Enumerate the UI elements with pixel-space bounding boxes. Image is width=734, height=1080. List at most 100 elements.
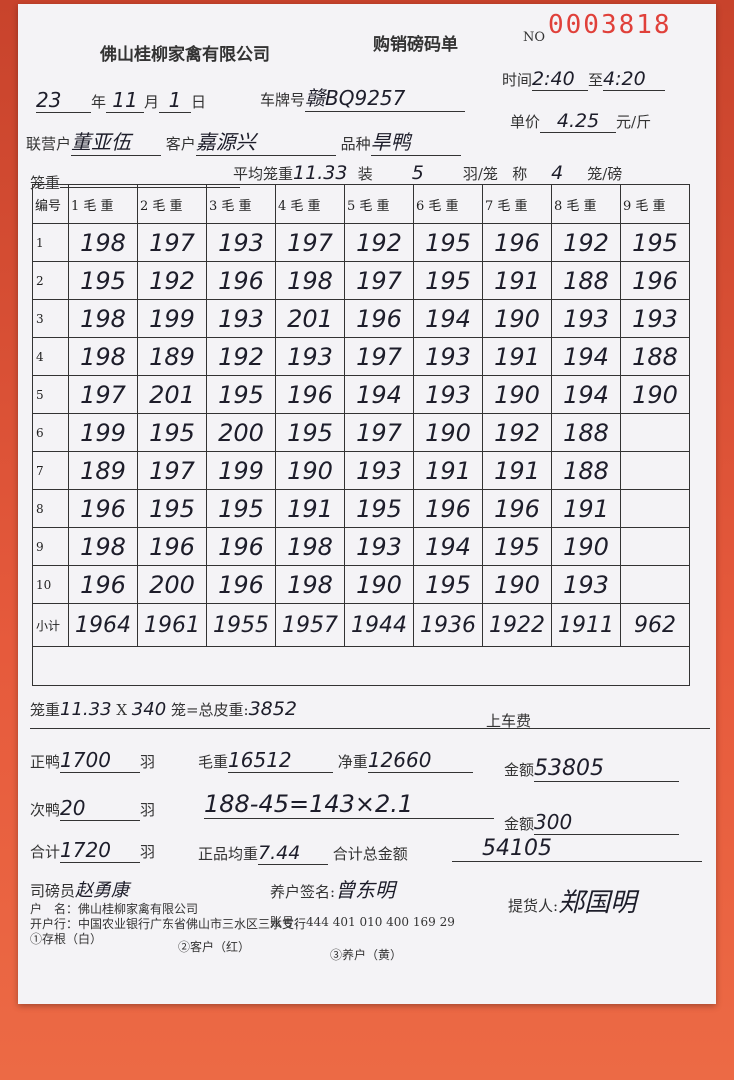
weigher-signature: 赵勇康 — [75, 880, 130, 901]
weight-cell: 197 — [275, 223, 345, 262]
column-header: 9 毛 重 — [620, 184, 690, 224]
weight-cell: 193 — [551, 565, 621, 604]
weight-cell: 199 — [68, 413, 138, 452]
partner-label: 联营户 — [26, 135, 72, 153]
weight-cell: 197 — [68, 375, 138, 414]
weight-cell: 195 — [344, 489, 414, 528]
unit-label: 羽 — [140, 753, 156, 771]
customer-label: 客户 — [165, 135, 196, 153]
second-duck-calc: 188-45=143×2.1 — [204, 790, 494, 819]
weigher-label: 司磅员 — [30, 882, 76, 900]
day-label: 日 — [191, 93, 207, 111]
weight-cell: 195 — [413, 565, 483, 604]
weight-cell: 196 — [482, 489, 552, 528]
empty-row — [32, 646, 690, 686]
cage-total-label: 笼=总皮重: — [170, 701, 249, 719]
row-number: 8 — [32, 489, 69, 528]
total-value: 1720 — [60, 838, 141, 863]
weight-cell: 189 — [68, 451, 138, 490]
table-row: 5 197 201 195 196 194 193 190 194 190 — [32, 375, 690, 414]
time-label: 时间 — [502, 71, 533, 89]
table-row: 6 199 195 200 195 197 190 192 188 — [32, 413, 690, 452]
column-header: 3 毛 重 — [206, 184, 276, 224]
weight-cell — [620, 451, 690, 490]
weight-cell: 193 — [620, 299, 690, 338]
table-row: 7 189 197 199 190 193 191 191 188 — [32, 451, 690, 490]
copy-customer: ②客户（红） — [178, 940, 251, 954]
amount-value: 53805 — [534, 756, 680, 782]
month-label: 月 — [144, 93, 160, 111]
weight-cell: 192 — [482, 413, 552, 452]
year-label: 年 — [91, 93, 107, 111]
weight-cell: 192 — [344, 223, 414, 262]
load-unit: 羽/笼 — [462, 165, 498, 183]
subtotal-cell: 1944 — [344, 603, 414, 647]
serial-number: 0003818 — [548, 10, 672, 40]
row-number: 6 — [32, 413, 69, 452]
pickup-signature: 郑国明 — [558, 888, 637, 918]
weight-cell — [620, 527, 690, 566]
main-duck-value: 1700 — [60, 748, 141, 773]
column-header: 6 毛 重 — [413, 184, 483, 224]
customer-value: 嘉源兴 — [195, 126, 336, 156]
amount2-label: 金额 — [504, 815, 535, 833]
weight-cell: 189 — [137, 337, 207, 376]
weight-cell: 194 — [551, 337, 621, 376]
weight-cell: 200 — [206, 413, 276, 452]
row-number: 9 — [32, 527, 69, 566]
bank-name: 开户行：中国农业银行广东省佛山市三水区三水支行 — [30, 917, 307, 931]
row-number: 2 — [32, 261, 69, 300]
weight-cell: 201 — [275, 299, 345, 338]
account-number: 账号：444 401 010 400 169 29 — [270, 915, 455, 929]
times-sign: X — [116, 701, 128, 719]
weight-cell: 199 — [206, 451, 276, 490]
weight-cell: 191 — [482, 337, 552, 376]
weight-cell: 201 — [137, 375, 207, 414]
company-name: 佛山桂柳家禽有限公司 — [100, 45, 270, 65]
weight-cell: 196 — [206, 527, 276, 566]
total-amount-value: 54105 — [452, 836, 702, 862]
weight-cell: 196 — [275, 375, 345, 414]
column-header: 2 毛 重 — [137, 184, 207, 224]
price-label: 单价 — [510, 113, 541, 131]
variety-value: 旱鸭 — [370, 126, 461, 156]
variety-label: 品种 — [340, 135, 371, 153]
column-header-number: 编号 — [32, 184, 69, 224]
weight-cell — [620, 489, 690, 528]
weight-cell: 193 — [206, 299, 276, 338]
weight-cell: 194 — [413, 527, 483, 566]
cage-calc-value: 11.33 — [60, 699, 112, 720]
weight-cell: 188 — [620, 337, 690, 376]
total-label: 合计 — [30, 843, 61, 861]
weight-cell: 196 — [482, 223, 552, 262]
avg-cage-value: 11.33 — [293, 162, 354, 185]
subtotal-cell: 962 — [620, 603, 690, 647]
table-row: 2 195 192 196 198 197 195 191 188 196 — [32, 261, 690, 300]
weight-cell: 198 — [275, 565, 345, 604]
second-duck-value: 20 — [60, 796, 141, 821]
weight-cell: 193 — [206, 223, 276, 262]
unit-label: 羽 — [140, 801, 156, 819]
weight-cell: 196 — [344, 299, 414, 338]
weight-cell: 196 — [137, 527, 207, 566]
subtotal-cell: 1922 — [482, 603, 552, 647]
amount-label: 金额 — [504, 761, 535, 779]
weight-cell: 196 — [206, 261, 276, 300]
subtotal-cell: 1936 — [413, 603, 483, 647]
cage-calc-label: 笼重 — [30, 701, 61, 719]
time-to: 4:20 — [603, 68, 666, 91]
empty-cell — [32, 646, 690, 686]
subtotal-cell: 1911 — [551, 603, 621, 647]
weight-cell: 198 — [68, 223, 138, 262]
weight-cell: 195 — [413, 223, 483, 262]
pickup-label: 提货人: — [508, 897, 559, 915]
loading-fee-label: 上车费 — [486, 712, 532, 730]
weight-cell — [620, 565, 690, 604]
row-number: 5 — [32, 375, 69, 414]
avg-weight-label: 正品均重 — [198, 845, 259, 863]
weight-cell: 191 — [482, 261, 552, 300]
weight-cell: 191 — [551, 489, 621, 528]
weight-cell: 196 — [620, 261, 690, 300]
time-from: 2:40 — [532, 68, 589, 91]
